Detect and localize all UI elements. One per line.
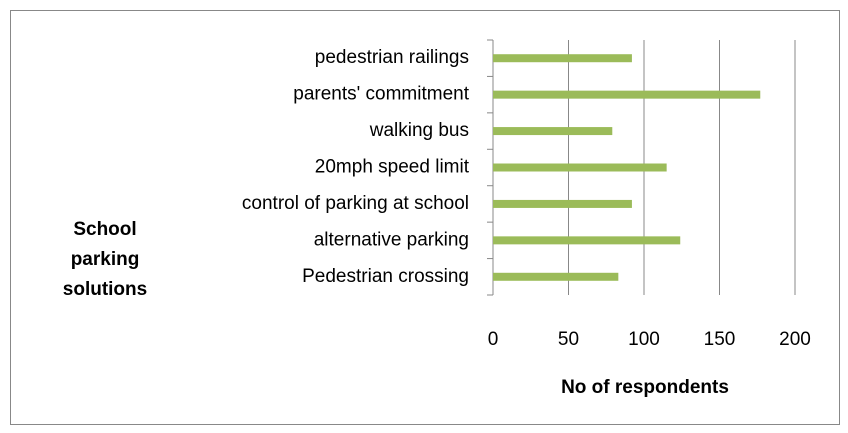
x-tick-label: 0 (488, 329, 499, 350)
chart-frame (10, 10, 840, 425)
y-tick-label: pedestrian railings (315, 47, 469, 68)
y-tick-label: walking bus (369, 120, 469, 141)
bar (493, 199, 632, 208)
y-tick-label: alternative parking (314, 229, 469, 250)
bar (493, 127, 613, 136)
x-tick-label: 100 (628, 329, 660, 350)
y-axis-title: School parking solutions (62, 219, 148, 300)
bar (493, 90, 761, 99)
y-tick-label: Pedestrian crossing (302, 266, 469, 287)
bar (493, 163, 667, 172)
y-tick-label: parents' commitment (293, 84, 469, 105)
y-tick-label: control of parking at school (242, 193, 469, 214)
x-tick-label: 50 (558, 329, 579, 350)
y-tick-label: 20mph speed limit (315, 157, 470, 178)
bar (493, 236, 681, 245)
bar (493, 272, 619, 281)
x-axis-title: No of respondents (561, 377, 729, 398)
x-tick-label: 200 (779, 329, 811, 350)
bar (493, 54, 632, 63)
x-tick-label: 150 (704, 329, 736, 350)
